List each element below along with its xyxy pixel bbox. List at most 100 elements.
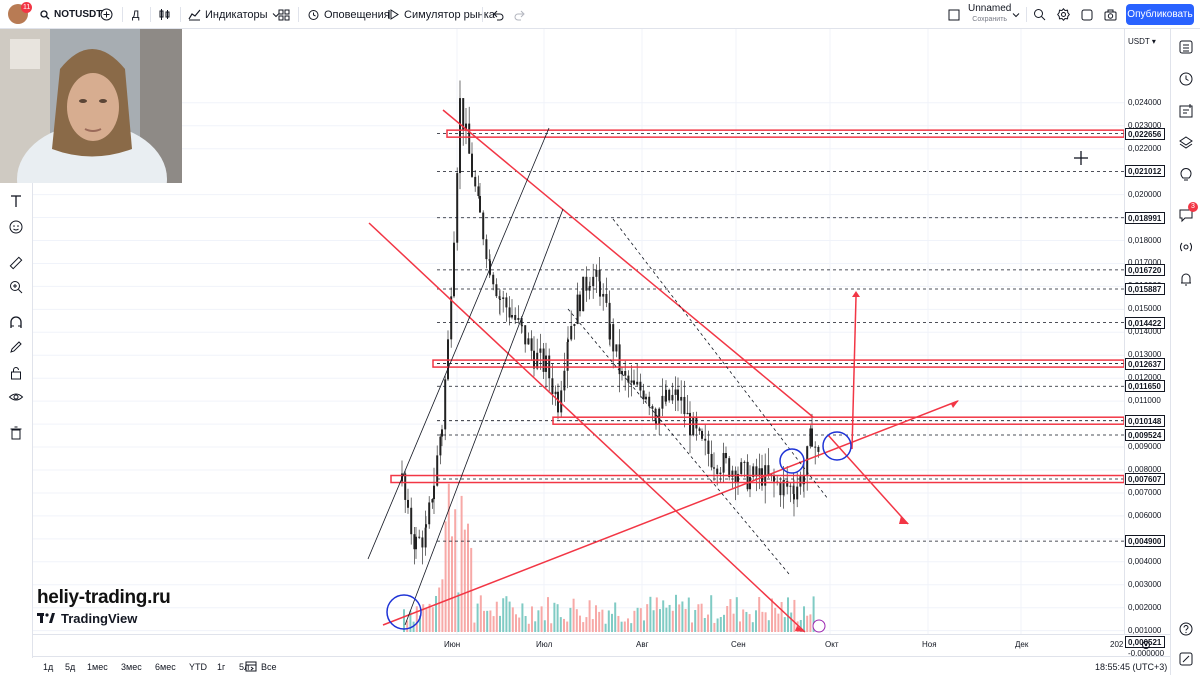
price-tick-label: 0,006000 xyxy=(1128,510,1162,520)
candle-down xyxy=(786,480,789,487)
settings-button[interactable] xyxy=(1057,0,1070,29)
layout-menu-button[interactable] xyxy=(1012,0,1020,29)
arrow-head xyxy=(899,516,909,524)
candle-down xyxy=(505,297,508,308)
compare-symbol-button[interactable] xyxy=(100,0,113,29)
candle-up xyxy=(436,455,439,486)
red-zone xyxy=(552,416,1124,425)
price-tick-label: 0,018000 xyxy=(1128,235,1162,245)
candle-down xyxy=(479,196,481,213)
candle-down xyxy=(695,416,698,429)
time-axis-settings-icon[interactable] xyxy=(1141,640,1151,650)
range-button[interactable]: 5л xyxy=(239,662,250,672)
grid-icon xyxy=(278,9,290,20)
price-chart[interactable] xyxy=(33,29,1124,634)
text-tool-icon[interactable] xyxy=(8,193,24,209)
camera-icon xyxy=(1104,9,1117,20)
volume-bar xyxy=(620,621,623,632)
volume-bar xyxy=(649,596,652,632)
price-scale[interactable]: USDT ▾ 0,024000 0,023000 0,022000 0,020000 0… xyxy=(1124,29,1170,658)
range-button[interactable]: YTD xyxy=(189,662,207,672)
chevron-down-icon xyxy=(272,12,279,17)
watchlist-icon[interactable] xyxy=(1178,39,1194,55)
notification-bell-icon[interactable] xyxy=(1178,271,1194,287)
emoji-tool-icon[interactable] xyxy=(8,219,24,235)
range-button[interactable]: Все xyxy=(261,662,277,672)
time-axis[interactable]: Июн Июл Авг Сен Окт Ноя Дек 202 xyxy=(33,634,1170,654)
candle-down xyxy=(811,428,813,447)
volume-bar xyxy=(556,604,559,632)
ruler-icon[interactable] xyxy=(8,255,24,271)
layout-name: Unnamed xyxy=(968,3,1012,14)
range-button[interactable]: 1мес xyxy=(87,662,108,672)
snapshot-button[interactable] xyxy=(1104,0,1117,29)
zoom-in-icon[interactable] xyxy=(8,279,24,295)
clock-timezone[interactable]: 18:55:45 (UTC+3) xyxy=(1095,662,1168,672)
time-tick-label: Авг xyxy=(636,640,649,649)
goto-date-icon[interactable] xyxy=(245,660,257,672)
chart-pane[interactable] xyxy=(33,29,1124,634)
price-level-label: 0,010148 xyxy=(1125,414,1165,427)
candle-down xyxy=(585,276,588,291)
currency-label: USDT xyxy=(1128,37,1150,46)
highlight-circle xyxy=(386,594,422,630)
magnet-icon[interactable] xyxy=(8,315,24,331)
chart-type-button[interactable] xyxy=(158,0,171,29)
range-button[interactable]: 1д xyxy=(43,662,54,672)
range-button[interactable]: 1г xyxy=(217,662,226,672)
symbol-search[interactable]: NOTUSDT xyxy=(40,0,102,29)
candle-up xyxy=(809,428,812,447)
data-window-icon[interactable] xyxy=(1178,103,1194,119)
candle-up xyxy=(752,466,755,478)
undo-icon xyxy=(493,10,504,20)
volume-bar xyxy=(447,483,450,632)
divider xyxy=(122,7,123,22)
broadcast-icon[interactable] xyxy=(1178,239,1194,255)
publish-button[interactable]: Опубликовать xyxy=(1126,4,1194,25)
search-icon xyxy=(1034,9,1046,21)
help-icon[interactable] xyxy=(1178,621,1194,637)
layout-name-button[interactable]: Unnamed Сохранить xyxy=(968,3,1011,25)
currency-selector[interactable]: USDT ▾ xyxy=(1128,37,1156,46)
templates-button[interactable] xyxy=(278,0,290,29)
tradingview-logo-icon xyxy=(37,613,55,623)
hotlist-icon[interactable] xyxy=(1178,651,1194,667)
time-tick-label: Июн xyxy=(444,640,461,649)
range-button[interactable]: 5д xyxy=(65,662,76,672)
candle-down xyxy=(418,536,421,538)
candle-down xyxy=(498,296,501,299)
range-button[interactable]: 6мес xyxy=(155,662,176,672)
volume-bar xyxy=(675,594,677,632)
candle-up xyxy=(665,389,667,402)
volume-bar xyxy=(681,601,684,632)
replay-button[interactable]: Симулятор рынка xyxy=(387,0,495,29)
divider xyxy=(482,7,483,22)
interval-button[interactable]: Д xyxy=(132,0,139,29)
volume-bar xyxy=(646,604,649,632)
layout-square-button[interactable] xyxy=(948,0,960,29)
tradingview-brand: TradingView xyxy=(61,611,138,626)
undo-button[interactable] xyxy=(492,0,504,29)
trash-icon[interactable] xyxy=(8,425,24,441)
volume-bar xyxy=(588,600,591,632)
volume-bar xyxy=(665,607,668,632)
layers-icon[interactable] xyxy=(1178,135,1194,151)
indicators-button[interactable]: Индикаторы xyxy=(188,0,280,29)
fullscreen-button[interactable] xyxy=(1081,0,1093,29)
price-tick-label: 0,014000 xyxy=(1128,327,1162,337)
volume-bar xyxy=(518,617,521,632)
redo-button[interactable] xyxy=(514,0,526,29)
volume-bar xyxy=(428,603,431,632)
eye-icon[interactable] xyxy=(8,389,24,405)
ideas-bulb-icon[interactable] xyxy=(1178,167,1194,183)
volume-bar xyxy=(422,604,425,632)
range-button[interactable]: 3мес xyxy=(121,662,142,672)
candle-up xyxy=(433,485,435,500)
pencil-lock-icon[interactable] xyxy=(8,339,24,355)
quick-search-button[interactable] xyxy=(1033,0,1046,29)
lock-icon[interactable] xyxy=(8,365,24,381)
alerts-clock-icon[interactable] xyxy=(1178,71,1194,87)
alerts-button[interactable]: Оповещения xyxy=(307,0,390,29)
candle-down xyxy=(773,474,775,482)
candle-down xyxy=(793,493,795,500)
